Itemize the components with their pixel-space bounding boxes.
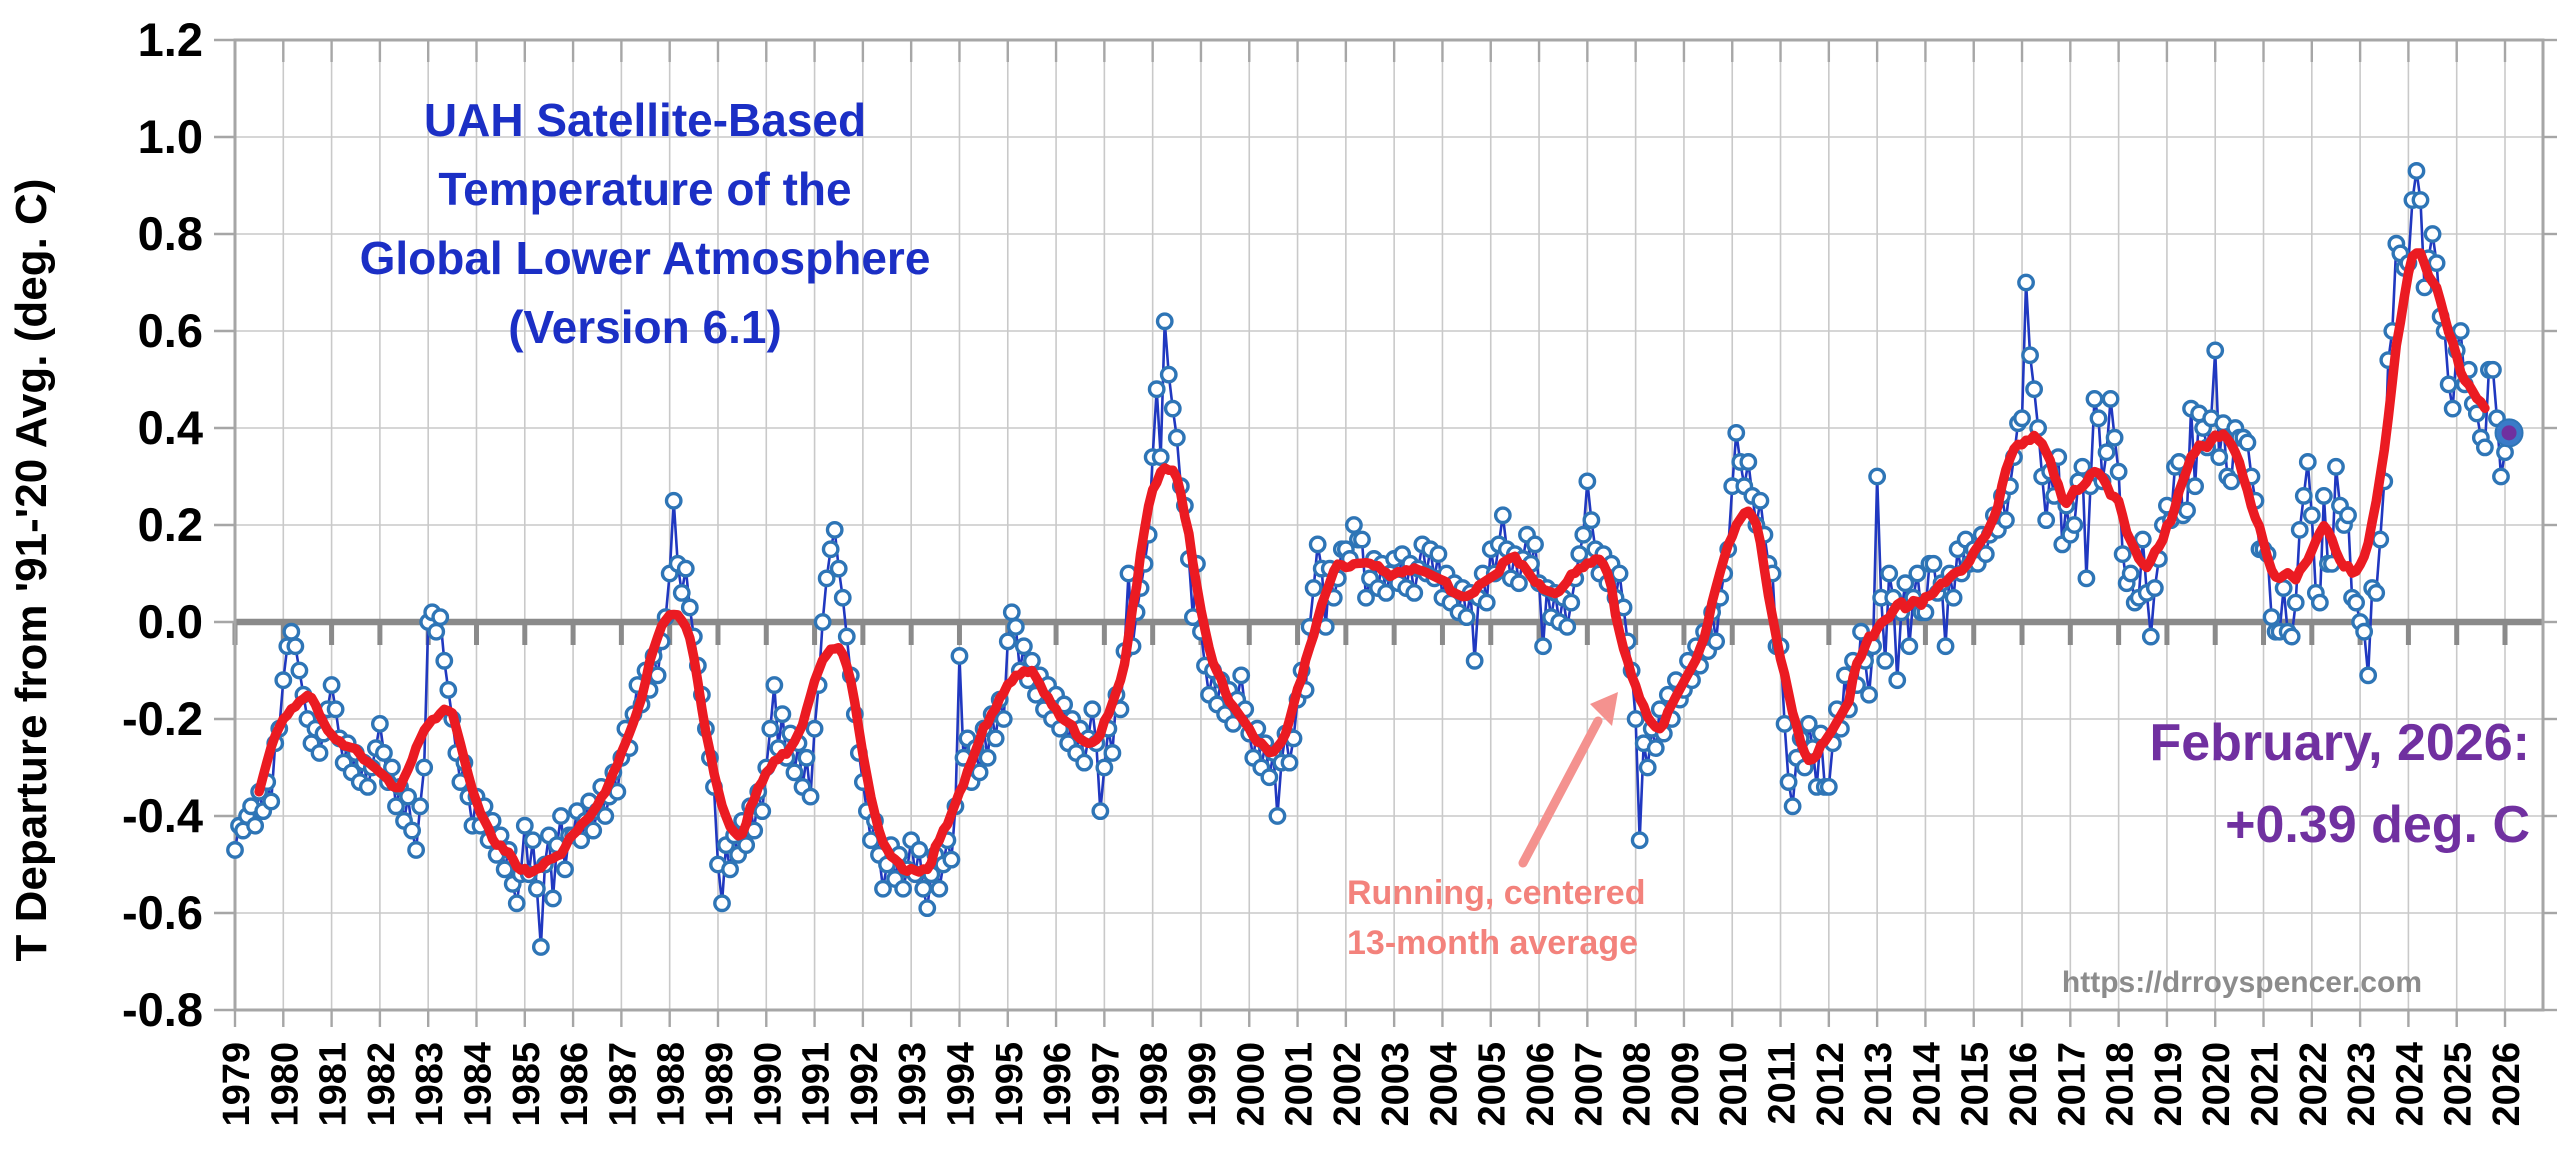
svg-text:2014: 2014 bbox=[1906, 1042, 1948, 1127]
plot-border-and-ticks bbox=[214, 38, 2557, 1027]
svg-text:-0.4: -0.4 bbox=[122, 789, 203, 842]
svg-text:0.2: 0.2 bbox=[138, 498, 203, 551]
svg-text:1989: 1989 bbox=[699, 1042, 741, 1127]
svg-text:1980: 1980 bbox=[264, 1042, 306, 1127]
x-axis-labels: 1979 1980 1981 1982 1983 1984 1985 1986 1987 1988… bbox=[216, 1042, 2528, 1127]
svg-text:2026: 2026 bbox=[2486, 1042, 2528, 1127]
svg-text:1986: 1986 bbox=[554, 1042, 596, 1127]
running-average-label-line-2: 13-month average bbox=[1347, 924, 1638, 962]
zero-axis-line bbox=[232, 618, 2543, 645]
gridlines bbox=[234, 39, 2543, 1011]
svg-text:2013: 2013 bbox=[1858, 1042, 1900, 1127]
svg-text:2019: 2019 bbox=[2148, 1042, 2190, 1127]
svg-text:2002: 2002 bbox=[1327, 1042, 1369, 1127]
chart-title-line-2: Temperature of the bbox=[438, 163, 852, 215]
svg-text:1997: 1997 bbox=[1085, 1042, 1127, 1127]
svg-text:1987: 1987 bbox=[602, 1042, 644, 1127]
latest-value-number: +0.39 deg. C bbox=[2225, 796, 2530, 854]
chart-title-line-3: Global Lower Atmosphere bbox=[359, 232, 931, 284]
svg-text:0.6: 0.6 bbox=[138, 304, 203, 357]
svg-text:1998: 1998 bbox=[1134, 1042, 1176, 1127]
svg-text:2025: 2025 bbox=[2438, 1042, 2480, 1127]
running-average-line bbox=[254, 248, 2490, 879]
svg-text:1991: 1991 bbox=[796, 1042, 838, 1127]
svg-text:2016: 2016 bbox=[2003, 1042, 2045, 1127]
svg-text:1.2: 1.2 bbox=[138, 13, 203, 66]
svg-text:1996: 1996 bbox=[1037, 1042, 1079, 1127]
svg-text:1992: 1992 bbox=[844, 1042, 886, 1127]
svg-text:2009: 2009 bbox=[1665, 1042, 1707, 1127]
running-average-label-line-1: Running, centered bbox=[1347, 874, 1646, 912]
svg-text:0.8: 0.8 bbox=[138, 207, 203, 260]
y-axis-title: T Departure from '91-'20 Avg. (deg. C) bbox=[7, 179, 56, 962]
svg-text:1979: 1979 bbox=[216, 1042, 258, 1127]
svg-text:1988: 1988 bbox=[651, 1042, 693, 1127]
svg-text:1994: 1994 bbox=[940, 1042, 982, 1127]
svg-text:2021: 2021 bbox=[2245, 1042, 2287, 1127]
svg-text:2004: 2004 bbox=[1423, 1042, 1465, 1127]
y-axis-labels: 1.2 1.0 0.8 0.6 0.4 0.2 0.0 -0.2 -0.4 -0.6 -0.8 bbox=[122, 13, 203, 1036]
svg-text:1995: 1995 bbox=[989, 1042, 1031, 1127]
svg-text:2024: 2024 bbox=[2389, 1042, 2431, 1127]
svg-text:2017: 2017 bbox=[2051, 1042, 2093, 1127]
svg-text:1984: 1984 bbox=[457, 1042, 499, 1127]
svg-text:1993: 1993 bbox=[892, 1042, 934, 1127]
svg-text:1981: 1981 bbox=[313, 1042, 355, 1127]
chart-title-line-1: UAH Satellite-Based bbox=[423, 94, 867, 146]
svg-text:1982: 1982 bbox=[361, 1042, 403, 1127]
svg-text:1985: 1985 bbox=[506, 1042, 548, 1127]
chart-title-line-4: (Version 6.1) bbox=[508, 301, 782, 353]
svg-text:2005: 2005 bbox=[1472, 1042, 1514, 1127]
svg-text:2000: 2000 bbox=[1230, 1042, 1272, 1127]
svg-text:-0.2: -0.2 bbox=[122, 692, 203, 745]
svg-text:2012: 2012 bbox=[1810, 1042, 1852, 1127]
svg-text:2020: 2020 bbox=[2196, 1042, 2238, 1127]
svg-text:2006: 2006 bbox=[1520, 1042, 1562, 1127]
latest-value-month: February, 2026: bbox=[2149, 714, 2530, 772]
svg-text:1.0: 1.0 bbox=[138, 110, 203, 163]
latest-value-annotation: February, 2026: +0.39 deg. C bbox=[2149, 702, 2530, 866]
svg-text:0.0: 0.0 bbox=[138, 595, 203, 648]
svg-text:1990: 1990 bbox=[747, 1042, 789, 1127]
svg-text:2023: 2023 bbox=[2341, 1042, 2383, 1127]
svg-text:2010: 2010 bbox=[1713, 1042, 1755, 1127]
svg-text:1983: 1983 bbox=[409, 1042, 451, 1127]
svg-text:T Departure from '91-'20 Avg.: T Departure from '91-'20 Avg. (deg. C) bbox=[7, 179, 56, 962]
svg-text:2008: 2008 bbox=[1617, 1042, 1659, 1127]
website-watermark: https://drroyspencer.com bbox=[2061, 966, 2422, 999]
running-average-label: Running, centered 13-month average bbox=[1347, 868, 1645, 968]
svg-text:-0.6: -0.6 bbox=[122, 886, 203, 939]
chart-title: UAH Satellite-Based Temperature of the G… bbox=[300, 86, 990, 362]
svg-text:2007: 2007 bbox=[1568, 1042, 1610, 1127]
annotation-arrow bbox=[1518, 692, 1618, 868]
svg-text:2011: 2011 bbox=[1762, 1042, 1804, 1124]
svg-text:2015: 2015 bbox=[1955, 1042, 1997, 1127]
svg-text:2003: 2003 bbox=[1375, 1042, 1417, 1127]
svg-text:2022: 2022 bbox=[2293, 1042, 2335, 1127]
svg-text:0.4: 0.4 bbox=[138, 401, 203, 454]
latest-data-point bbox=[2494, 418, 2524, 448]
svg-text:2018: 2018 bbox=[2100, 1042, 2142, 1127]
svg-text:2001: 2001 bbox=[1279, 1042, 1321, 1127]
svg-text:-0.8: -0.8 bbox=[122, 983, 203, 1036]
svg-text:1999: 1999 bbox=[1182, 1042, 1224, 1127]
